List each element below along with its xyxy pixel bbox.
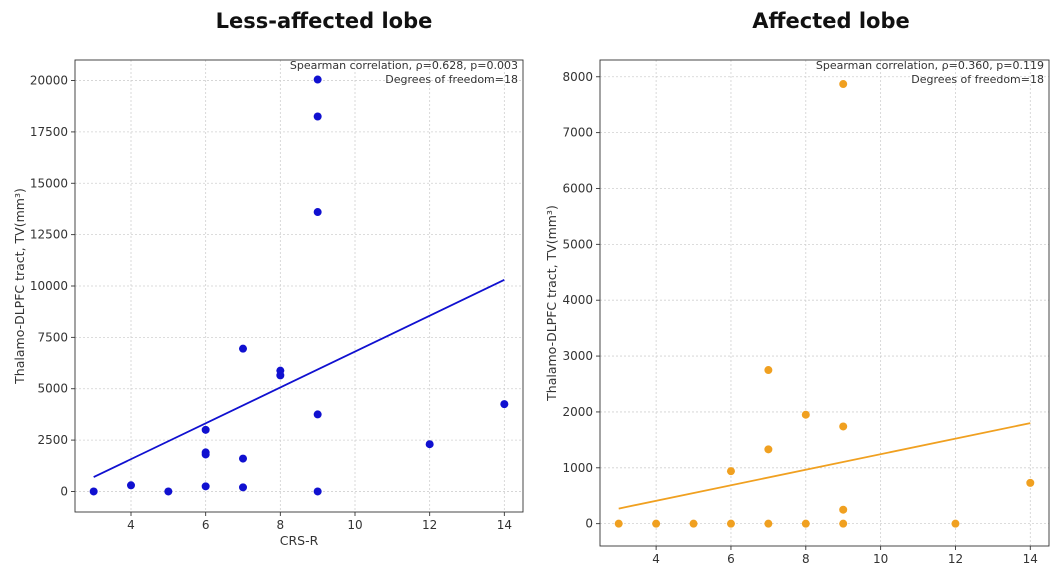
data-point	[951, 519, 960, 528]
chart-panel-less-affected: Less-affected lobe 4 6 8 10 12 14 0 2500 5000 7500…	[12, 9, 524, 548]
regression-line	[618, 422, 1031, 510]
y-axis-label: Thalamo-DLPFC tract, TV(mm³)	[544, 205, 559, 402]
y-tick-label: 2000	[562, 405, 593, 419]
y-tick-label: 20000	[30, 74, 68, 88]
data-point	[239, 483, 247, 492]
data-point	[201, 425, 210, 434]
y-tick-label: 1000	[562, 461, 593, 475]
y-tick-label: 3000	[562, 349, 593, 363]
x-tick-label: 14	[497, 518, 512, 532]
x-tick-label: 12	[948, 552, 963, 565]
data-point	[1026, 478, 1035, 487]
data-point	[764, 519, 773, 528]
data-point	[839, 422, 848, 431]
data-point	[839, 80, 848, 89]
data-point	[201, 450, 210, 459]
x-tick-label: 4	[652, 552, 660, 565]
x-axis-label: CRS-R	[280, 533, 319, 548]
x-tick-label: 10	[873, 552, 888, 565]
correlation-annotation: Spearman correlation, ρ=0.360, p=0.119	[816, 59, 1044, 72]
chart-title: Less-affected lobe	[216, 9, 433, 33]
y-tick-label: 10000	[30, 279, 68, 293]
y-tick-label: 0	[60, 484, 68, 498]
data-point	[839, 505, 848, 514]
data-point	[500, 400, 509, 409]
data-point	[689, 519, 698, 528]
data-point	[726, 467, 735, 476]
x-tick-label: 6	[727, 552, 735, 565]
chart-title: Affected lobe	[752, 9, 909, 33]
correlation-annotation: Spearman correlation, ρ=0.628, p=0.003	[290, 59, 518, 72]
data-point	[164, 487, 173, 496]
x-tick-label: 14	[1023, 552, 1038, 565]
x-tick-label: 4	[127, 518, 135, 532]
data-point	[801, 410, 810, 419]
y-tick-label: 4000	[562, 293, 593, 307]
data-point	[313, 112, 322, 121]
data-point	[652, 519, 661, 528]
y-tick-label: 7500	[37, 330, 68, 344]
data-point	[425, 440, 434, 449]
correlation-annotation: Degrees of freedom=18	[385, 73, 518, 86]
data-point	[127, 481, 135, 490]
y-tick-label: 6000	[562, 181, 593, 195]
regression-line	[93, 279, 505, 478]
x-tick-label: 8	[277, 518, 285, 532]
chart-panel-affected: Affected lobe 4 6 8 10 12 14 0 1000 2000 3000 4000 5…	[544, 9, 1050, 565]
y-axis-label: Thalamo-DLPFC tract, TV(mm³)	[12, 188, 27, 385]
data-point	[764, 445, 773, 454]
y-tick-label: 8000	[562, 70, 593, 84]
x-tick-label: 12	[422, 518, 437, 532]
x-tick-label: 6	[202, 518, 210, 532]
data-point	[839, 519, 848, 528]
data-point	[313, 487, 322, 496]
y-tick-label: 5000	[37, 382, 68, 396]
data-point	[89, 487, 98, 496]
data-point	[313, 410, 322, 419]
x-tick-label: 8	[802, 552, 810, 565]
y-tick-label: 2500	[37, 433, 68, 447]
y-tick-label: 17500	[30, 125, 68, 139]
y-tick-label: 7000	[562, 126, 593, 140]
y-tick-label: 0	[585, 517, 593, 531]
y-tick-label: 15000	[30, 176, 68, 190]
data-point	[239, 454, 247, 463]
data-point	[726, 519, 735, 528]
data-point	[201, 482, 210, 491]
data-point	[239, 344, 247, 353]
plot-frame	[599, 59, 1050, 547]
correlation-annotation: Degrees of freedom=18	[911, 73, 1044, 86]
data-point	[313, 75, 322, 84]
data-point	[801, 519, 810, 528]
data-point	[276, 371, 285, 380]
y-tick-label: 12500	[30, 228, 68, 242]
data-point	[764, 366, 773, 375]
y-tick-label: 5000	[562, 237, 593, 251]
data-point	[614, 519, 623, 528]
x-tick-label: 10	[347, 518, 362, 532]
data-point	[313, 208, 322, 217]
